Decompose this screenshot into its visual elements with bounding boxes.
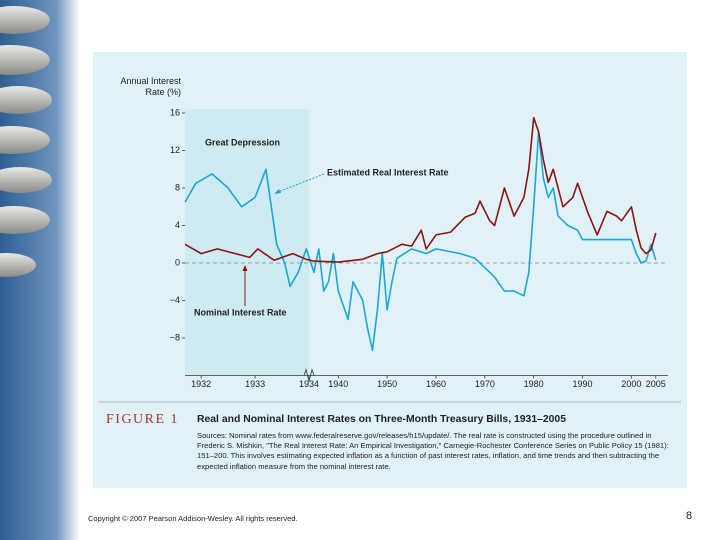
series-label: Nominal Interest Rate: [194, 307, 287, 317]
sources: Sources: Nominal rates from www.federalr…: [197, 431, 669, 471]
y-tick-label: 16: [170, 107, 180, 117]
series-line: [184, 116, 657, 263]
figure-number: FIGURE 1: [106, 412, 180, 427]
y-tick-label: 8: [175, 182, 180, 192]
figure-title: Real and Nominal Interest Rates on Three…: [197, 414, 566, 425]
series-label: Estimated Real Interest Rate: [327, 167, 449, 177]
highlight-region: [185, 109, 309, 376]
x-tick-label: 1940: [328, 379, 348, 389]
axis-break: [303, 368, 315, 382]
page-number: 8: [686, 510, 693, 522]
label-arrow: [277, 173, 325, 193]
coins: [0, 6, 52, 277]
x-tick-label: 1933: [245, 379, 265, 389]
y-tick-label: 0: [175, 257, 180, 267]
x-tick-label: 1990: [573, 379, 593, 389]
x-tick-label: 1970: [475, 379, 495, 389]
x-tick-label: 1980: [524, 379, 544, 389]
x-tick-label: 1960: [426, 379, 446, 389]
arrow-head: [274, 189, 281, 194]
y-tick-label: 12: [170, 145, 180, 155]
x-tick-label: 2005: [646, 379, 666, 389]
series-line: [184, 131, 657, 351]
y-tick-label: −4: [170, 295, 180, 305]
y-tick-label: 4: [175, 220, 180, 230]
x-tick-label: 1932: [191, 379, 211, 389]
arrow-head: [242, 265, 248, 271]
y-axis-label: Annual Interest Rate (%): [120, 76, 181, 97]
copyright: Copyright © 2007 Pearson Addison-Wesley.…: [88, 514, 298, 523]
y-tick-label: −8: [170, 332, 180, 342]
x-tick-label: 1934: [299, 379, 319, 389]
highlight-label: Great Depression: [205, 137, 280, 147]
x-tick-label: 2000: [621, 379, 641, 389]
x-tick-label: 1950: [377, 379, 397, 389]
